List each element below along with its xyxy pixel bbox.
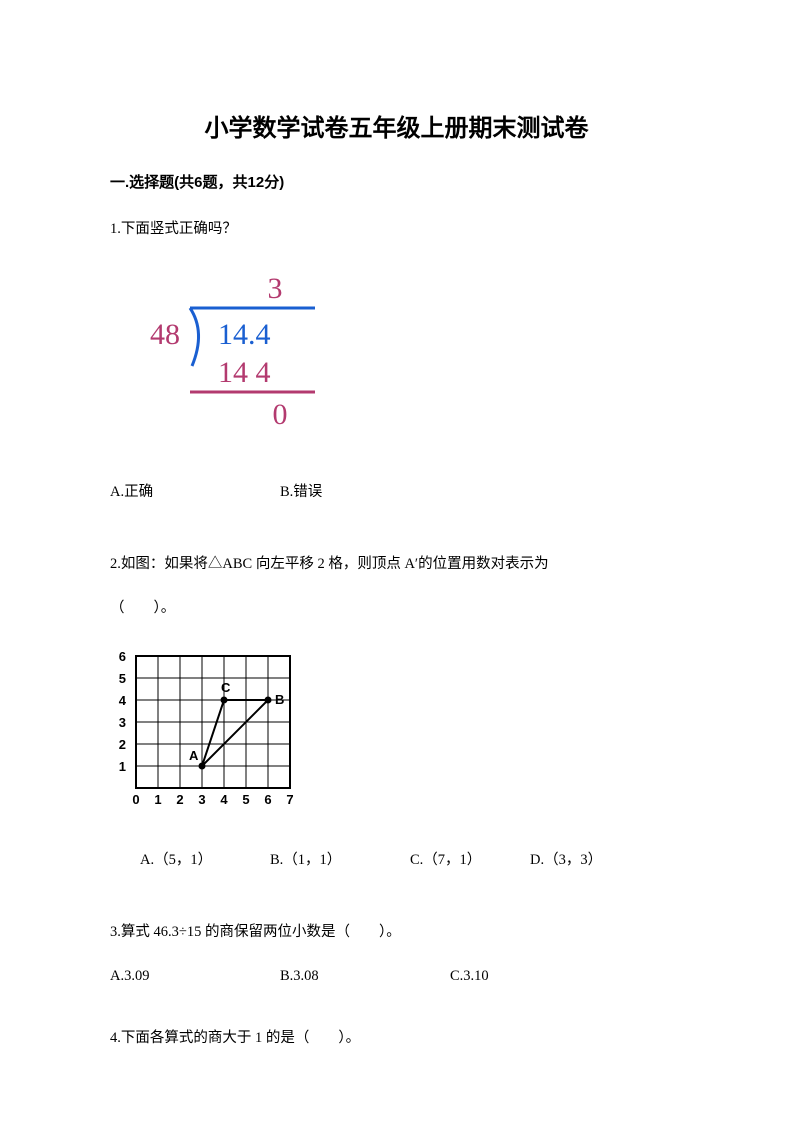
q2-option-a: A.（5，1）: [140, 845, 270, 877]
q3-option-a: A.3.09: [110, 961, 280, 993]
exam-page: 小学数学试卷五年级上册期末测试卷 一.选择题(共6题，共12分) 1.下面竖式正…: [0, 0, 793, 1127]
question-4: 4.下面各算式的商大于 1 的是（ ）。: [110, 1023, 683, 1055]
svg-text:14.4: 14.4: [218, 318, 271, 351]
svg-text:6: 6: [119, 649, 126, 664]
q1-option-b: B.错误: [280, 477, 322, 509]
q2-text: 2.如图：如果将△ABC 向左平移 2 格，则顶点 A′的位置用数对表示为: [110, 549, 683, 581]
q3-option-b: B.3.08: [280, 961, 450, 993]
q2-option-b: B.（1，1）: [270, 845, 410, 877]
svg-text:2: 2: [176, 792, 183, 807]
q1-division-figure: 3 48 14.4 14 4 0: [110, 266, 340, 446]
q3-text: 3.算式 46.3÷15 的商保留两位小数是（ ）。: [110, 917, 683, 949]
q3-option-c: C.3.10: [450, 961, 489, 993]
svg-text:A: A: [189, 748, 199, 763]
svg-text:7: 7: [286, 792, 293, 807]
q1-text: 1.下面竖式正确吗？: [110, 214, 683, 246]
question-1: 1.下面竖式正确吗？ 3 48 14.4 14 4 0 A.正确 B.错误: [110, 214, 683, 509]
svg-text:14 4: 14 4: [218, 356, 271, 389]
q1-option-a: A.正确: [110, 477, 280, 509]
svg-text:5: 5: [119, 671, 126, 686]
question-2: 2.如图：如果将△ABC 向左平移 2 格，则顶点 A′的位置用数对表示为 （ …: [110, 549, 683, 878]
question-3: 3.算式 46.3÷15 的商保留两位小数是（ ）。 A.3.09 B.3.08…: [110, 917, 683, 993]
svg-text:3: 3: [268, 272, 283, 305]
page-title: 小学数学试卷五年级上册期末测试卷: [110, 108, 683, 143]
svg-text:C: C: [221, 680, 231, 695]
svg-text:1: 1: [119, 759, 126, 774]
svg-text:0: 0: [132, 792, 139, 807]
q2-option-c: C.（7，1）: [410, 845, 530, 877]
svg-text:3: 3: [198, 792, 205, 807]
svg-text:4: 4: [220, 792, 228, 807]
svg-text:3: 3: [119, 715, 126, 730]
svg-text:48: 48: [150, 318, 180, 351]
svg-text:0: 0: [273, 398, 288, 431]
svg-text:5: 5: [242, 792, 249, 807]
svg-text:1: 1: [154, 792, 161, 807]
q2-blank: （ ）。: [110, 593, 683, 625]
q4-text: 4.下面各算式的商大于 1 的是（ ）。: [110, 1023, 683, 1055]
svg-text:B: B: [275, 692, 284, 707]
svg-text:2: 2: [119, 737, 126, 752]
q2-option-d: D.（3，3）: [530, 845, 602, 877]
q2-options: A.（5，1） B.（1，1） C.（7，1） D.（3，3）: [110, 845, 683, 877]
q1-options: A.正确 B.错误: [110, 477, 683, 509]
svg-text:4: 4: [119, 693, 127, 708]
q3-options: A.3.09 B.3.08 C.3.10: [110, 961, 683, 993]
section-heading: 一.选择题(共6题，共12分): [110, 171, 683, 192]
q2-grid-figure: 01234567123456ABC: [110, 642, 320, 814]
svg-text:6: 6: [264, 792, 271, 807]
